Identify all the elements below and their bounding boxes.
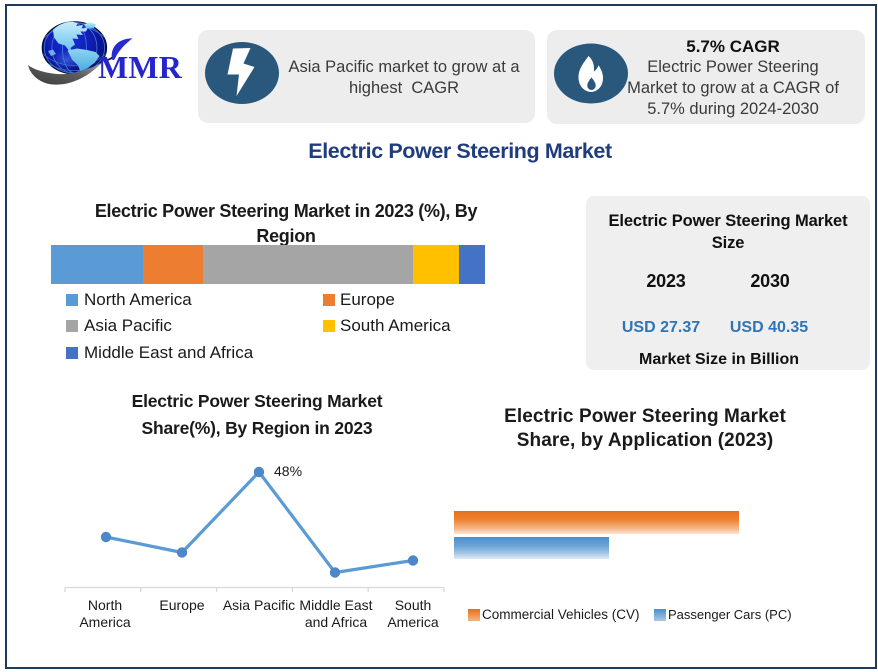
svg-text:MMR: MMR: [98, 49, 183, 85]
